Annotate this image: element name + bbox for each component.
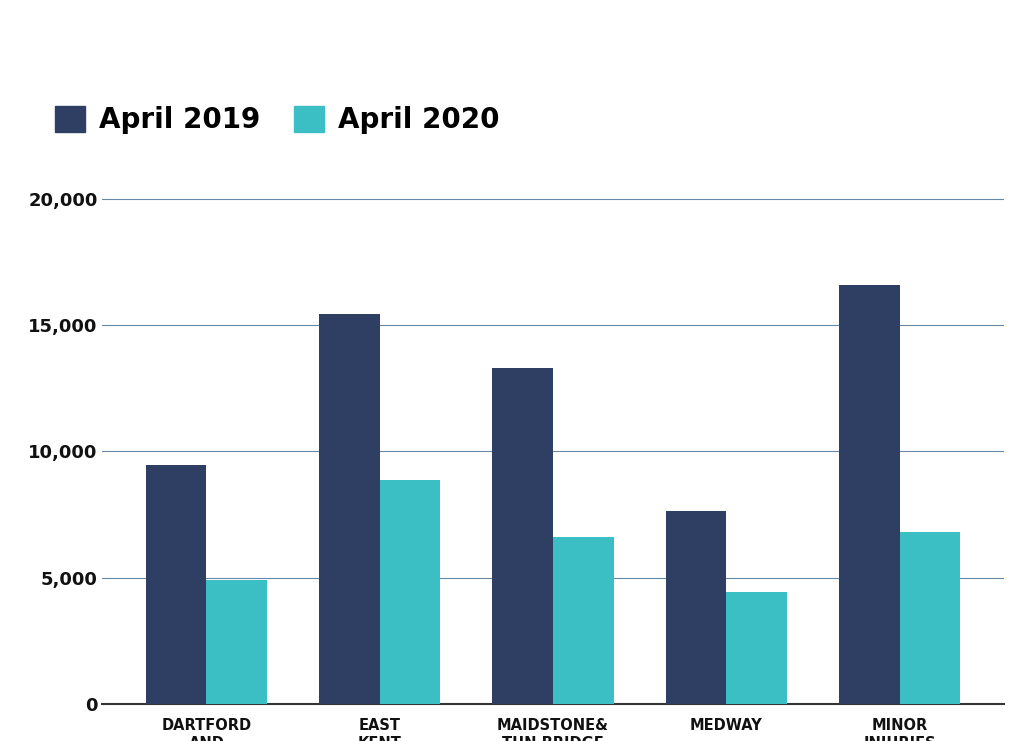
Bar [380,480,440,704]
Legend: April 2019, April 2020: April 2019, April 2020 [55,105,500,134]
Bar [839,285,899,704]
Bar [726,591,786,704]
Bar [553,537,613,704]
Bar [319,313,380,704]
Bar [493,368,553,704]
Bar [145,465,207,704]
Bar [666,511,726,704]
Bar [899,532,961,704]
Bar [207,580,267,704]
